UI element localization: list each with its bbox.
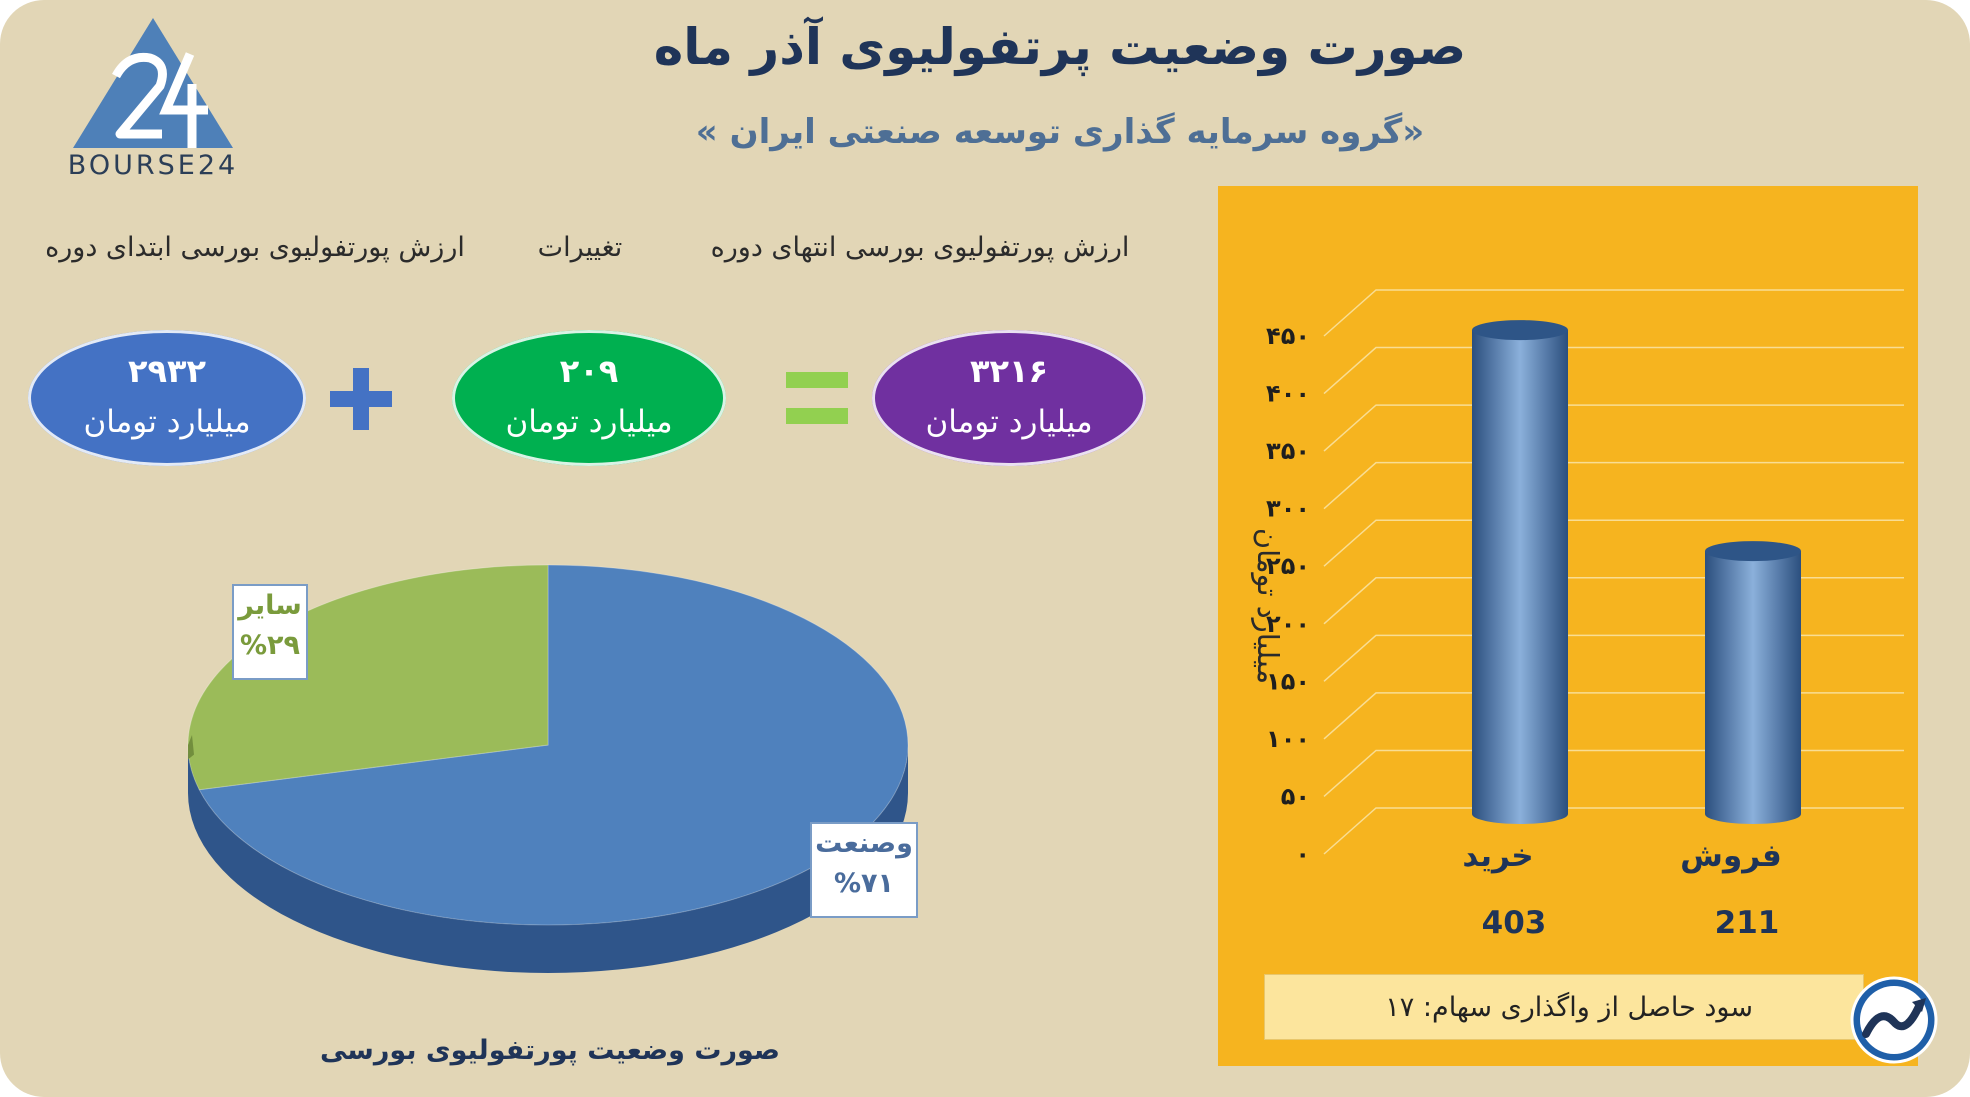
ellipse-start-value: ۲۹۳۲ میلیارد تومان — [28, 330, 306, 466]
pie-side-edge — [188, 735, 194, 760]
bar-gridline — [1323, 289, 1904, 337]
bar-gridline — [1323, 692, 1904, 740]
end-unit: میلیارد تومان — [925, 404, 1093, 440]
bar-gridline — [1323, 749, 1904, 798]
page-title: صورت وضعیت پرتفولیوی آذر ماه — [653, 18, 1467, 76]
bar-tick-label: ۲۰۰ — [1266, 610, 1310, 638]
bar-0 — [1472, 330, 1568, 824]
bar-chart: ۰ ۵۰ ۱۰۰ ۱۵۰ ۲۰۰ ۲۵۰ ۳۰۰ ۳۵۰ ۴۰۰ ۴۵۰ میلیارد تومان… — [1251, 289, 1904, 941]
pie-label-industry: وصنعت %۷۱ — [810, 822, 918, 918]
page-subtitle: «گروه سرمایه گذاری توسعه صنعتی ایران » — [695, 112, 1425, 152]
pie-chart — [187, 564, 909, 973]
pie-side-band — [188, 745, 908, 973]
ellipse-change: ۲۰۹ میلیارد تومان — [452, 330, 726, 466]
pie-label-other-value: %۲۹ — [239, 630, 300, 661]
bar-gridline — [1323, 634, 1904, 682]
bar-y-axis-label: میلیارد تومان — [1251, 528, 1285, 684]
pie-label-other: سایر %۲۹ — [232, 584, 308, 680]
plus-icon — [330, 368, 392, 430]
start-value: ۲۹۳۲ — [127, 352, 207, 390]
bar-tick-label: ۴۵۰ — [1266, 322, 1310, 350]
pie-label-other-name: سایر — [238, 590, 302, 621]
pie-label-industry-value: %۷۱ — [833, 868, 894, 899]
equals-icon — [786, 372, 848, 424]
bar-gridline — [1323, 519, 1904, 567]
logo-text: BOURSE24 — [67, 150, 239, 181]
bar-cap-1 — [1705, 541, 1801, 562]
profit-box: سود حاصل از واگذاری سهام: ۱۷ — [1264, 974, 1864, 1040]
label-start-value: ارزش پورتفولیوی بورسی ابتدای دوره — [45, 232, 465, 263]
trend-chart-badge-icon — [1850, 976, 1938, 1064]
bar-value-label: 211 — [1715, 905, 1780, 941]
bar-tick-label: ۴۰۰ — [1266, 380, 1310, 408]
bar-tick-label: ۱۰۰ — [1266, 725, 1310, 753]
bar-gridline — [1323, 461, 1904, 510]
ellipse-end-value: ۳۲۱۶ میلیارد تومان — [872, 330, 1146, 466]
bar-gridline — [1323, 807, 1904, 855]
bar-gridline — [1323, 346, 1904, 395]
bar-category-label: خرید — [1462, 838, 1533, 874]
bar-1 — [1705, 551, 1801, 824]
change-unit: میلیارد تومان — [505, 404, 673, 440]
start-unit: میلیارد تومان — [83, 404, 251, 440]
pie-label-industry-name: وصنعت — [815, 828, 913, 859]
bar-chart-panel: ۰ ۵۰ ۱۰۰ ۱۵۰ ۲۰۰ ۲۵۰ ۳۰۰ ۳۵۰ ۴۰۰ ۴۵۰ میلیارد تومان… — [1218, 186, 1918, 1066]
bar-tick-label: ۳۰۰ — [1266, 495, 1310, 523]
label-change: تغییرات — [537, 232, 623, 263]
bar-tick-label: ۲۵۰ — [1266, 552, 1310, 580]
bar-cap-0 — [1472, 320, 1568, 341]
pie-caption: صورت وضعیت پورتفولیوی بورسی — [319, 1035, 781, 1066]
label-end-value: ارزش پورتفولیوی بورسی انتهای دوره — [710, 232, 1130, 263]
bar-category-label: فروش — [1680, 838, 1782, 874]
bar-tick-label: ۵۰ — [1281, 782, 1310, 810]
bar-tick-label: ۱۵۰ — [1266, 667, 1310, 695]
bar-tick-label: ۰ — [1295, 840, 1310, 868]
bar-gridline — [1323, 404, 1904, 452]
bar-gridline — [1323, 577, 1904, 625]
bar-tick-label: ۳۵۰ — [1266, 437, 1310, 465]
bourse24-logo-icon — [73, 18, 233, 148]
end-value: ۳۲۱۶ — [969, 352, 1049, 390]
change-value: ۲۰۹ — [559, 352, 619, 390]
bar-value-label: 403 — [1482, 905, 1547, 941]
